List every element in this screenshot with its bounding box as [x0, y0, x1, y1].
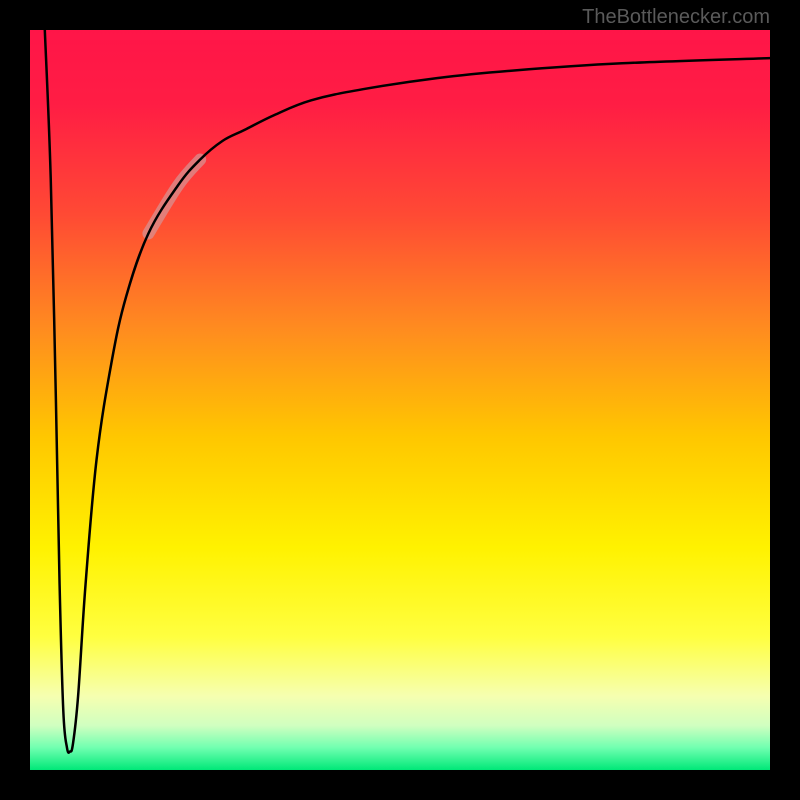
- highlight-segment: [148, 160, 200, 234]
- plot-area: [30, 30, 770, 770]
- bottleneck-curve: [45, 30, 770, 753]
- attribution-text: TheBottlenecker.com: [582, 6, 770, 29]
- curve-layer: [30, 30, 770, 770]
- chart-container: TheBottlenecker.com: [0, 0, 800, 800]
